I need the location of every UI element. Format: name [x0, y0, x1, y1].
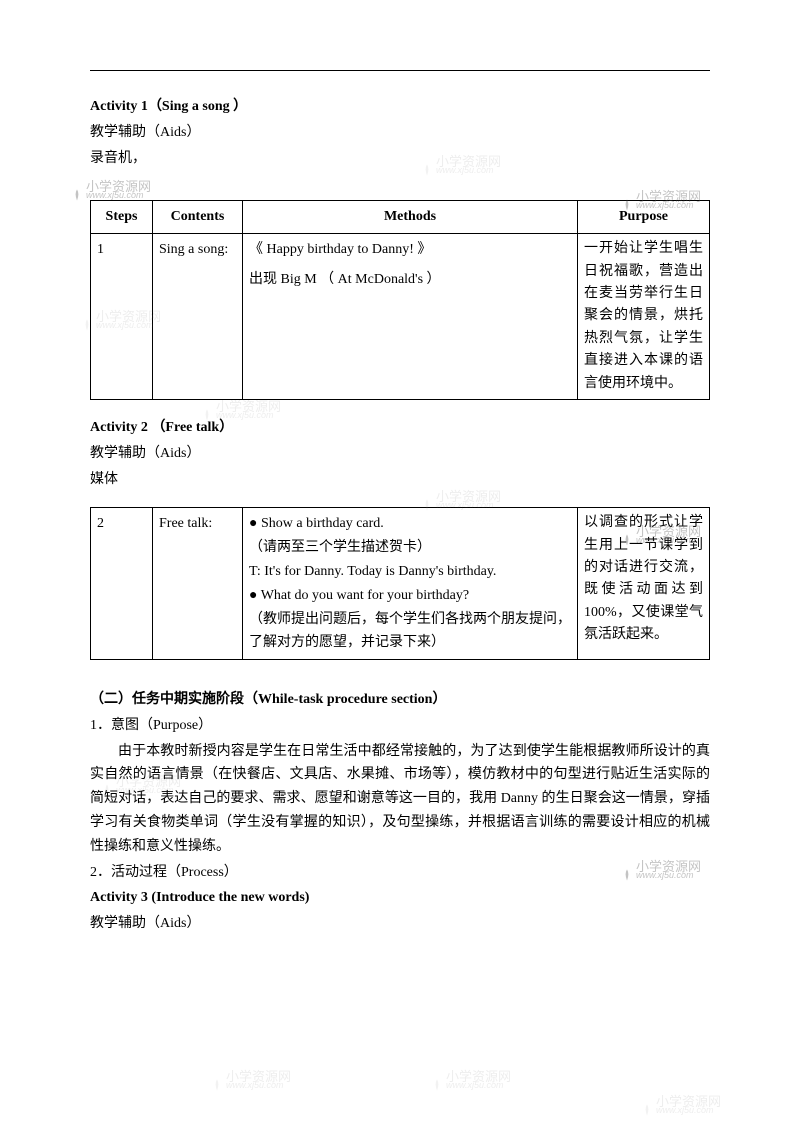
activity2-aids-label: 教学辅助（Aids） — [90, 442, 710, 466]
watermark: 小学资源网www.xj5u.com — [640, 1095, 721, 1120]
activity1-aids-label: 教学辅助（Aids） — [90, 121, 710, 145]
watermark: 小学资源网www.xj5u.com — [430, 1070, 511, 1095]
col-contents-header: Contents — [153, 201, 243, 234]
activity1-step: 1 — [91, 234, 153, 400]
section2-purpose-label: 1．意图（Purpose） — [90, 714, 710, 738]
activity2-purpose: 以调查的形式让学生用上一节课学到的对话进行交流，既使活动面达到100%，又使课堂… — [578, 508, 710, 660]
activity2-title: Activity 2 （Free talk） — [90, 416, 710, 440]
activity1-table: Steps Contents Methods Purpose 1 Sing a … — [90, 200, 710, 400]
activity3-aids-label: 教学辅助（Aids） — [90, 912, 710, 936]
activity1-title: Activity 1（Sing a song ） — [90, 95, 710, 119]
activity1-contents: Sing a song: — [153, 234, 243, 400]
methods-line: （教师提出问题后，每个学生们各找两个朋友提问，了解对方的愿望，并记录下来） — [249, 608, 571, 656]
watermark: 小学资源网www.xj5u.com — [210, 1070, 291, 1095]
methods-line: T: It's for Danny. Today is Danny's birt… — [249, 560, 571, 584]
section2-purpose-text: 由于本教时新授内容是学生在日常生活中都经常接触的，为了达到使学生能根据教师所设计… — [90, 740, 710, 859]
activity1-methods: 《 Happy birthday to Danny! 》 出现 Big M （ … — [243, 234, 578, 400]
table-row: 2 Free talk: ● Show a birthday card. （请两… — [91, 508, 710, 660]
table-head-row: Steps Contents Methods Purpose — [91, 201, 710, 234]
col-methods-header: Methods — [243, 201, 578, 234]
page-top-rule — [90, 70, 710, 71]
col-steps-header: Steps — [91, 201, 153, 234]
document-page: 小学资源网www.xj5u.com 小学资源网www.xj5u.com 小学资源… — [0, 0, 800, 1132]
section2-process-label: 2．活动过程（Process） — [90, 861, 710, 885]
activity1-aids-value: 录音机， — [90, 147, 710, 171]
col-purpose-header: Purpose — [578, 201, 710, 234]
table-row: 1 Sing a song: 《 Happy birthday to Danny… — [91, 234, 710, 400]
methods-line: ● Show a birthday card. — [249, 512, 571, 536]
activity2-contents: Free talk: — [153, 508, 243, 660]
methods-line: 《 Happy birthday to Danny! 》 — [249, 238, 571, 262]
activity2-methods: ● Show a birthday card. （请两至三个学生描述贺卡） T:… — [243, 508, 578, 660]
activity2-step: 2 — [91, 508, 153, 660]
activity2-aids-value: 媒体 — [90, 468, 710, 492]
activity2-table: 2 Free talk: ● Show a birthday card. （请两… — [90, 507, 710, 660]
activity3-title: Activity 3 (Introduce the new words) — [90, 886, 710, 910]
methods-line: （请两至三个学生描述贺卡） — [249, 536, 571, 560]
methods-line: ● What do you want for your birthday? — [249, 584, 571, 608]
section2-title: （二）任务中期实施阶段（While-task procedure section… — [90, 688, 710, 712]
methods-line: 出现 Big M （ At McDonald's ） — [249, 268, 571, 292]
activity1-purpose: 一开始让学生唱生日祝福歌，营造出在麦当劳举行生日聚会的情景，烘托热烈气氛，让学生… — [578, 234, 710, 400]
